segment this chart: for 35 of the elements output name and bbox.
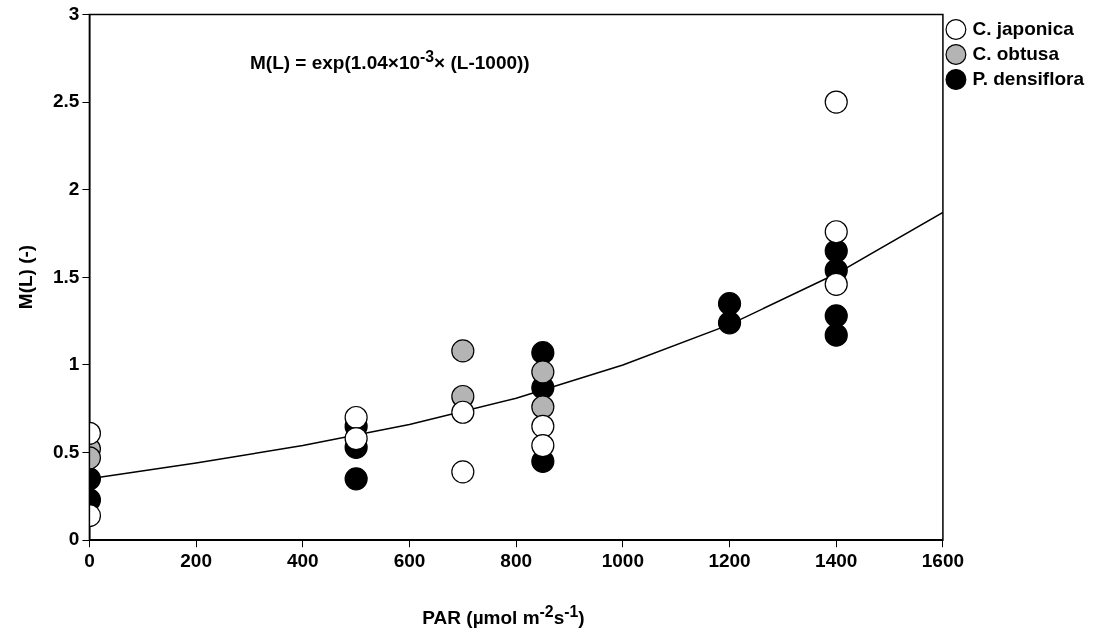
point <box>824 272 848 296</box>
legend-label: C. japonica <box>972 17 1075 39</box>
x-tick-label: 0 <box>84 549 95 571</box>
y-axis-title: M(L) (-) <box>15 244 37 310</box>
legend-label: C. obtusa <box>972 42 1060 64</box>
point <box>531 395 555 419</box>
point <box>451 339 475 363</box>
point <box>717 291 742 316</box>
x-tick-label: 800 <box>500 549 533 571</box>
y-tick-label: 0.5 <box>52 440 80 462</box>
y-tick-label: 1.5 <box>52 265 80 287</box>
y-tick-label: 2 <box>68 177 80 199</box>
point <box>531 360 555 384</box>
x-tick-label: 400 <box>286 549 319 571</box>
x-tick-label: 1000 <box>601 549 644 571</box>
y-tick-label: 2.5 <box>52 90 80 112</box>
point <box>717 311 742 335</box>
x-tick-label: 1600 <box>921 549 965 571</box>
point <box>531 341 555 365</box>
point <box>344 405 368 430</box>
legend-label: P. densiflora <box>972 67 1085 89</box>
y-tick-label: 0 <box>68 528 80 550</box>
x-tick-label: 1400 <box>815 549 858 571</box>
y-tick-label: 1 <box>68 353 80 375</box>
point <box>451 400 475 424</box>
x-tick-label: 200 <box>180 549 212 571</box>
point <box>824 304 848 328</box>
point <box>344 426 368 451</box>
x-tick-label: 600 <box>393 549 426 571</box>
x-tick-label: 1200 <box>708 549 751 571</box>
point <box>824 323 848 347</box>
point <box>344 467 368 491</box>
annotation: M(L) = exp(1.04×10$^{-3}$× (L-1000)) <box>250 48 530 75</box>
y-tick-label: 3 <box>68 2 80 24</box>
x-axis-title: PAR (µmol m$^{-2}$s$^{-1}$) <box>421 603 586 630</box>
